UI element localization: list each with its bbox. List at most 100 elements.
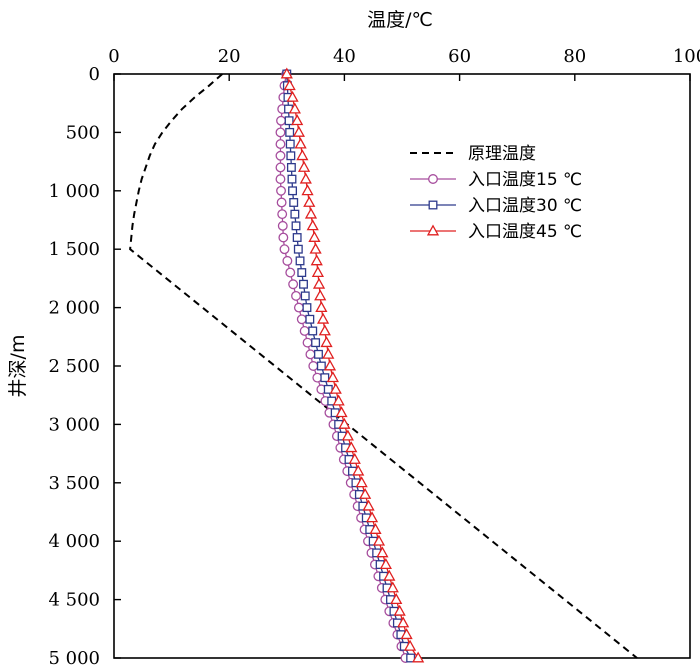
data-point (291, 290, 301, 301)
data-point (286, 162, 296, 172)
data-point (292, 233, 302, 242)
data-point (286, 151, 296, 161)
y-tick-label: 3 500 (48, 473, 100, 494)
data-point (306, 219, 319, 231)
x-tick-label: 60 (448, 46, 471, 67)
data-point (282, 255, 293, 266)
data-point (277, 220, 288, 231)
data-point (369, 522, 382, 534)
data-point (383, 569, 396, 581)
data-point (279, 244, 290, 255)
data-point (286, 90, 299, 102)
data-point (311, 338, 321, 348)
series-1 (129, 73, 638, 659)
data-point (403, 639, 417, 651)
legend-label: 入口温度45 ℃ (468, 222, 582, 242)
data-point (299, 279, 308, 289)
data-point (338, 417, 351, 429)
y-tick-label: 1 500 (48, 239, 100, 260)
y-tick-label: 500 (66, 122, 100, 143)
series-3 (282, 69, 416, 663)
data-point (379, 558, 392, 570)
data-point (322, 347, 335, 359)
series-line (129, 73, 638, 659)
y-tick-label: 4 500 (48, 590, 100, 611)
data-point (292, 125, 306, 137)
data-point (301, 184, 314, 196)
data-point (285, 139, 295, 149)
data-point (275, 162, 286, 173)
data-point (305, 349, 316, 360)
data-point (362, 499, 375, 511)
data-point (289, 198, 299, 207)
x-tick-label: 40 (333, 46, 356, 67)
y-tick-label: 2 000 (48, 298, 100, 319)
data-point (296, 314, 307, 325)
x-tick-label: 0 (108, 46, 119, 67)
data-point (305, 314, 315, 324)
x-tick-label: 20 (218, 46, 241, 67)
legend-label: 入口温度15 ℃ (468, 170, 582, 190)
data-point (320, 373, 330, 383)
legend-item: 入口温度30 ℃ (410, 196, 582, 216)
data-point (275, 150, 286, 161)
data-point (284, 116, 294, 126)
data-point (293, 244, 303, 254)
series-group (129, 67, 638, 663)
data-point (291, 221, 301, 231)
data-point (287, 174, 297, 184)
data-point (304, 207, 318, 219)
plot-border (113, 73, 691, 659)
data-point (302, 303, 312, 313)
legend-item: 入口温度15 ℃ (410, 170, 582, 190)
data-point (288, 102, 301, 114)
data-point (295, 256, 305, 266)
series-line (286, 73, 412, 659)
legend-marker (426, 224, 440, 236)
data-point (275, 127, 286, 138)
x-tick-label: 100 (673, 46, 700, 67)
data-point (316, 361, 326, 371)
legend-marker (428, 200, 438, 210)
data-point (308, 326, 318, 336)
data-point (386, 581, 399, 593)
data-point (326, 371, 339, 383)
y-tick-label: 2 500 (48, 356, 100, 377)
data-point (345, 441, 358, 453)
data-point (283, 79, 296, 91)
data-point (390, 593, 403, 605)
legend-item: 原理温度 (410, 144, 536, 164)
data-point (285, 127, 295, 137)
data-point (291, 114, 304, 126)
data-point (315, 301, 328, 313)
data-point (276, 185, 286, 196)
data-point (316, 312, 330, 324)
data-point (318, 324, 331, 336)
data-point (406, 653, 416, 663)
data-point (355, 476, 368, 488)
data-point (277, 209, 288, 220)
data-point (300, 291, 310, 301)
data-point (297, 160, 311, 172)
data-point (323, 359, 337, 371)
y-tick-label: 0 (89, 64, 100, 85)
data-point (376, 546, 389, 558)
data-point (332, 394, 345, 406)
data-point (309, 242, 322, 254)
data-point (288, 186, 298, 196)
data-point (297, 268, 307, 278)
data-point (280, 67, 293, 79)
data-point (348, 452, 361, 464)
data-point (276, 197, 287, 208)
y-axis-title: 井深/m (7, 335, 29, 398)
data-point (288, 279, 299, 290)
data-point (372, 534, 386, 546)
y-tick-label: 1 000 (48, 181, 100, 202)
data-point (278, 232, 289, 243)
data-point (276, 115, 286, 126)
data-point (412, 651, 425, 663)
x-tick-label: 80 (563, 46, 586, 67)
y-tick-label: 4 000 (48, 531, 100, 552)
data-point (312, 372, 323, 383)
